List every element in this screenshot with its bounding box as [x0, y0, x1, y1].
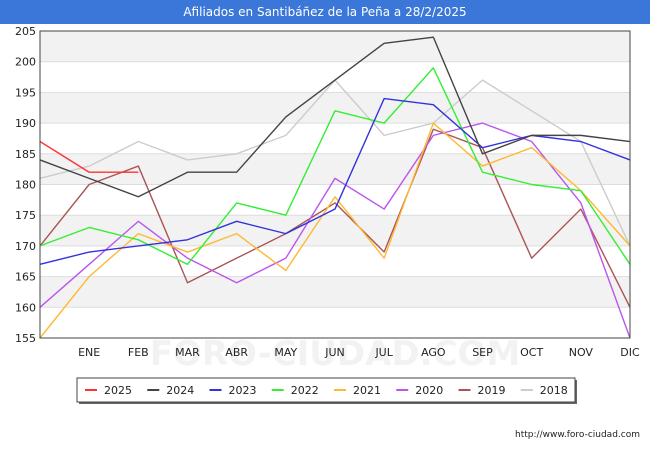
- legend-box: [76, 377, 576, 403]
- legend-label: 2021: [353, 384, 381, 397]
- series-lines: [39, 36, 631, 339]
- series-line-2021: [39, 122, 631, 339]
- x-tick-label: DIC: [620, 346, 640, 359]
- x-tick-label: ENE: [78, 346, 100, 359]
- y-tick-label: 160: [15, 301, 36, 314]
- y-tick-label: 200: [15, 56, 36, 69]
- x-axis-ticks: ENE FEB MAR ABR MAY JUN JUL AGO SEP OCT NOV DIC: [78, 346, 640, 359]
- x-tick-label: MAY: [274, 346, 297, 359]
- y-tick-label: 195: [15, 86, 36, 99]
- x-tick-label: JUN: [324, 346, 345, 359]
- legend: 2025 2024 2023 2022 2021 2020 2019 2018: [76, 377, 577, 404]
- legend-label: 2024: [166, 384, 194, 397]
- y-tick-label: 155: [15, 332, 36, 345]
- x-tick-label: JUL: [374, 346, 393, 359]
- legend-label: 2018: [540, 384, 568, 397]
- grid-band: [40, 215, 630, 246]
- y-tick-label: 175: [15, 209, 36, 222]
- source-link[interactable]: http://www.foro-ciudad.com: [515, 430, 640, 440]
- x-tick-label: OCT: [520, 346, 543, 359]
- y-tick-label: 190: [15, 117, 36, 130]
- legend-label: 2022: [291, 384, 319, 397]
- x-tick-label: SEP: [472, 346, 493, 359]
- y-tick-label: 170: [15, 240, 36, 253]
- y-tick-label: 185: [15, 148, 36, 161]
- series-line-2024: [39, 36, 631, 198]
- grid-band: [40, 92, 630, 124]
- plot-frame: [39, 30, 631, 339]
- x-tick-label: FEB: [128, 346, 149, 359]
- y-tick-label: 165: [15, 271, 36, 284]
- y-axis-ticks: 155 160 165 170 175 180 185 190 195 200 205: [15, 25, 36, 345]
- x-tick-label: MAR: [175, 346, 200, 359]
- grid-band: [40, 31, 630, 62]
- y-tick-label: 180: [15, 179, 36, 192]
- grid-band: [40, 276, 630, 308]
- series-line-2019: [39, 128, 631, 308]
- legend-label: 2019: [478, 384, 506, 397]
- watermark: FORO-CIUDAD.COM: [150, 334, 521, 374]
- series-line-2020: [39, 122, 631, 339]
- legend-label: 2023: [229, 384, 257, 397]
- legend-label: 2025: [104, 384, 132, 397]
- x-tick-label: NOV: [569, 346, 594, 359]
- x-tick-label: ABR: [225, 346, 248, 359]
- series-line-2022: [39, 67, 631, 266]
- series-line-2025: [39, 140, 139, 173]
- legend-label: 2020: [415, 384, 443, 397]
- y-tick-label: 205: [15, 25, 36, 38]
- chart-title: Afiliados en Santibáñez de la Peña a 28/…: [0, 0, 650, 24]
- x-tick-label: AGO: [421, 346, 446, 359]
